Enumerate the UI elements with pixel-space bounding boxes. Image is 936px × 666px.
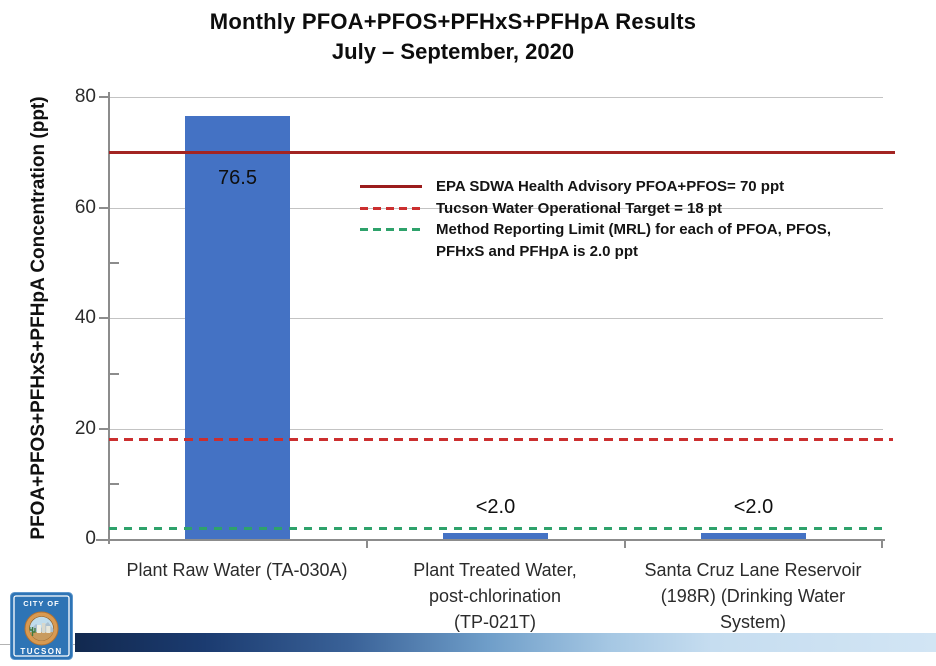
city-of-tucson-logo: CITY OF TUCSON	[10, 592, 73, 660]
y-major-tick-60	[99, 207, 108, 209]
bar-santa-cruz-reservoir	[701, 533, 806, 539]
category-label-line: (TP-021T)	[453, 612, 536, 632]
seal-building	[46, 626, 51, 633]
category-label-line: System)	[719, 612, 786, 632]
footer-gradient-bar	[75, 633, 936, 652]
y-axis-title: PFOA+PFOS+PFHxS+PFHpA Concentration (ppt…	[28, 96, 49, 540]
logo-seal	[24, 611, 59, 646]
x-tick-3	[881, 539, 883, 548]
legend-label-mrl-line1: Method Reporting Limit (MRL) for each of…	[436, 221, 831, 238]
gridline-80	[108, 97, 883, 98]
bar-value-label-1: 76.5	[218, 167, 257, 189]
legend-label-mrl-line2: PFHxS and PFHpA is 2.0 ppt	[436, 242, 638, 260]
category-label-line: post-chlorination	[428, 586, 562, 606]
y-tick-label-20: 20	[74, 418, 96, 439]
gridline-40	[108, 318, 883, 319]
y-minor-tick-30	[109, 373, 119, 375]
x-category-label-plant-treated-water: Plant Treated Water, post-chlorination (…	[355, 557, 635, 635]
chart-title: Monthly PFOA+PFOS+PFHxS+PFHpA Results	[209, 9, 697, 34]
plot-area: 76.5 <2.0 <2.0 EPA SDWA Health Advisory …	[96, 92, 895, 548]
legend-row-mrl-continued: PFHxS and PFHpA is 2.0 ppt	[360, 241, 831, 263]
legend-row-operational-target: Tucson Water Operational Target = 18 pt	[360, 198, 831, 220]
y-major-tick-20	[99, 428, 108, 430]
category-label-line: Plant Treated Water,	[413, 560, 577, 580]
reference-line-operational-target	[109, 438, 893, 441]
bar-value-label-3: <2.0	[733, 496, 774, 518]
category-label-line: Santa Cruz Lane Reservoir	[644, 560, 862, 580]
y-major-tick-80	[99, 96, 108, 98]
seal-building	[41, 623, 46, 633]
y-minor-tick-10	[109, 483, 119, 485]
y-tick-label-0: 0	[85, 528, 96, 549]
bar-plant-raw-water	[185, 116, 290, 539]
legend-label-epa-advisory: EPA SDWA Health Advisory PFOA+PFOS= 70 p…	[436, 178, 785, 195]
x-category-label-santa-cruz-reservoir: Santa Cruz Lane Reservoir (198R) (Drinki…	[613, 557, 893, 635]
reference-line-mrl	[109, 527, 889, 530]
x-tick-1	[366, 539, 368, 548]
logo-tucson-text: TUCSON	[20, 647, 62, 656]
seal-building	[37, 625, 41, 633]
legend-row-epa-advisory: EPA SDWA Health Advisory PFOA+PFOS= 70 p…	[360, 176, 831, 198]
y-major-tick-40	[99, 317, 108, 319]
reference-line-epa-advisory	[109, 151, 895, 154]
category-label-line: Plant Raw Water (TA-030A)	[126, 560, 348, 580]
red-dashed-line-swatch-icon	[360, 206, 422, 210]
legend-row-mrl: Method Reporting Limit (MRL) for each of…	[360, 219, 831, 241]
solid-line-swatch-icon	[360, 185, 422, 188]
y-tick-label-40: 40	[74, 307, 96, 328]
bar-value-label-2: <2.0	[475, 496, 516, 518]
legend: EPA SDWA Health Advisory PFOA+PFOS= 70 p…	[360, 176, 831, 262]
y-axis-line	[108, 92, 110, 544]
logo-city-of-text: CITY OF	[23, 599, 59, 608]
x-category-label-plant-raw-water: Plant Raw Water (TA-030A)	[97, 557, 377, 583]
seal-ground	[29, 632, 54, 641]
tucson-logo-graphic: CITY OF TUCSON	[10, 592, 73, 660]
seal-cactus	[29, 627, 36, 636]
x-tick-2	[624, 539, 626, 548]
chart-subtitle: July – September, 2020	[331, 39, 575, 64]
category-label-line: (198R) (Drinking Water	[660, 586, 846, 606]
legend-label-operational-target: Tucson Water Operational Target = 18 pt	[436, 199, 723, 217]
y-tick-label-80: 80	[74, 86, 96, 107]
green-dashed-line-swatch-icon	[360, 228, 422, 231]
gridline-20	[108, 429, 883, 430]
y-tick-label-60: 60	[74, 197, 96, 218]
bar-plant-treated-water	[443, 533, 548, 539]
x-axis-line	[96, 539, 885, 541]
logo-inner-border	[13, 595, 70, 657]
gridline-60	[108, 208, 883, 209]
y-minor-tick-50	[109, 262, 119, 264]
